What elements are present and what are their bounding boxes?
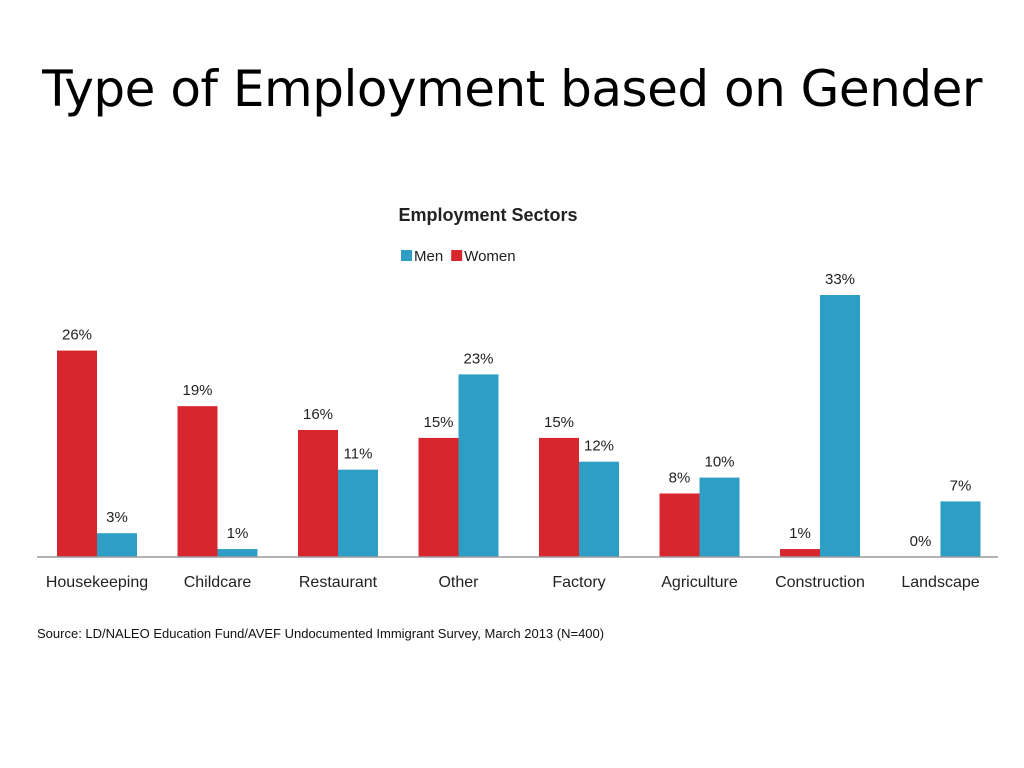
category-labels-group: Housekeeping Childcare Restaurant Other Fact… <box>46 574 980 591</box>
category-label-housekeeping: Housekeeping <box>46 574 148 591</box>
data-label-women-factory: 15% <box>544 414 574 431</box>
category-label-childcare: Childcare <box>184 574 252 591</box>
bar-men-construction <box>820 295 860 557</box>
data-label-women-other: 15% <box>423 414 453 431</box>
data-label-women-construction: 1% <box>789 525 811 542</box>
legend-swatch-men <box>401 250 412 261</box>
data-label-women-agriculture: 8% <box>669 469 691 486</box>
data-label-women-housekeeping: 26% <box>62 327 92 344</box>
data-label-men-construction: 33% <box>825 271 855 288</box>
bar-men-housekeeping <box>97 533 137 557</box>
bars-group <box>57 295 981 557</box>
data-label-women-landscape: 0% <box>910 533 932 550</box>
data-label-men-factory: 12% <box>584 438 614 455</box>
data-label-men-housekeeping: 3% <box>106 509 128 526</box>
category-label-factory: Factory <box>552 574 605 591</box>
category-label-landscape: Landscape <box>901 574 979 591</box>
legend-label-women: Women <box>464 248 515 265</box>
bar-men-restaurant <box>338 469 378 557</box>
bar-women-agriculture <box>659 493 700 557</box>
category-label-restaurant: Restaurant <box>299 574 378 591</box>
bar-women-factory <box>539 437 579 557</box>
legend-label-men: Men <box>414 248 443 265</box>
category-label-construction: Construction <box>775 574 865 591</box>
data-labels-group: 26% 3% 19% 1% 16% 11% 15% 23% 15% 12% 8% 10% 1% 33% 0%… <box>62 271 971 550</box>
bar-men-childcare <box>217 549 258 557</box>
bar-men-factory <box>579 461 619 557</box>
data-label-men-other: 23% <box>463 350 493 367</box>
bar-women-construction <box>780 549 820 557</box>
bar-women-housekeeping <box>57 350 97 557</box>
data-label-men-restaurant: 11% <box>344 446 373 463</box>
chart-legend: Men Women <box>401 248 516 265</box>
bar-women-restaurant <box>298 429 338 557</box>
bar-women-other <box>418 437 459 557</box>
bar-women-childcare <box>177 406 218 557</box>
source-note: Source: LD/NALEO Education Fund/AVEF Und… <box>37 626 605 641</box>
legend-swatch-women <box>451 250 463 261</box>
bar-men-agriculture <box>699 477 740 557</box>
data-label-women-restaurant: 16% <box>303 406 333 423</box>
chart-title: Employment Sectors <box>398 205 577 225</box>
category-label-other: Other <box>438 574 479 591</box>
data-label-women-childcare: 19% <box>182 382 212 399</box>
data-label-men-agriculture: 10% <box>704 454 734 471</box>
bar-men-other <box>458 374 499 557</box>
data-label-men-childcare: 1% <box>227 525 249 542</box>
category-label-agriculture: Agriculture <box>661 574 738 591</box>
data-label-men-landscape: 7% <box>950 477 972 494</box>
slide-title: Type of Employment based on Gender <box>42 60 982 118</box>
bar-men-landscape <box>940 501 981 557</box>
